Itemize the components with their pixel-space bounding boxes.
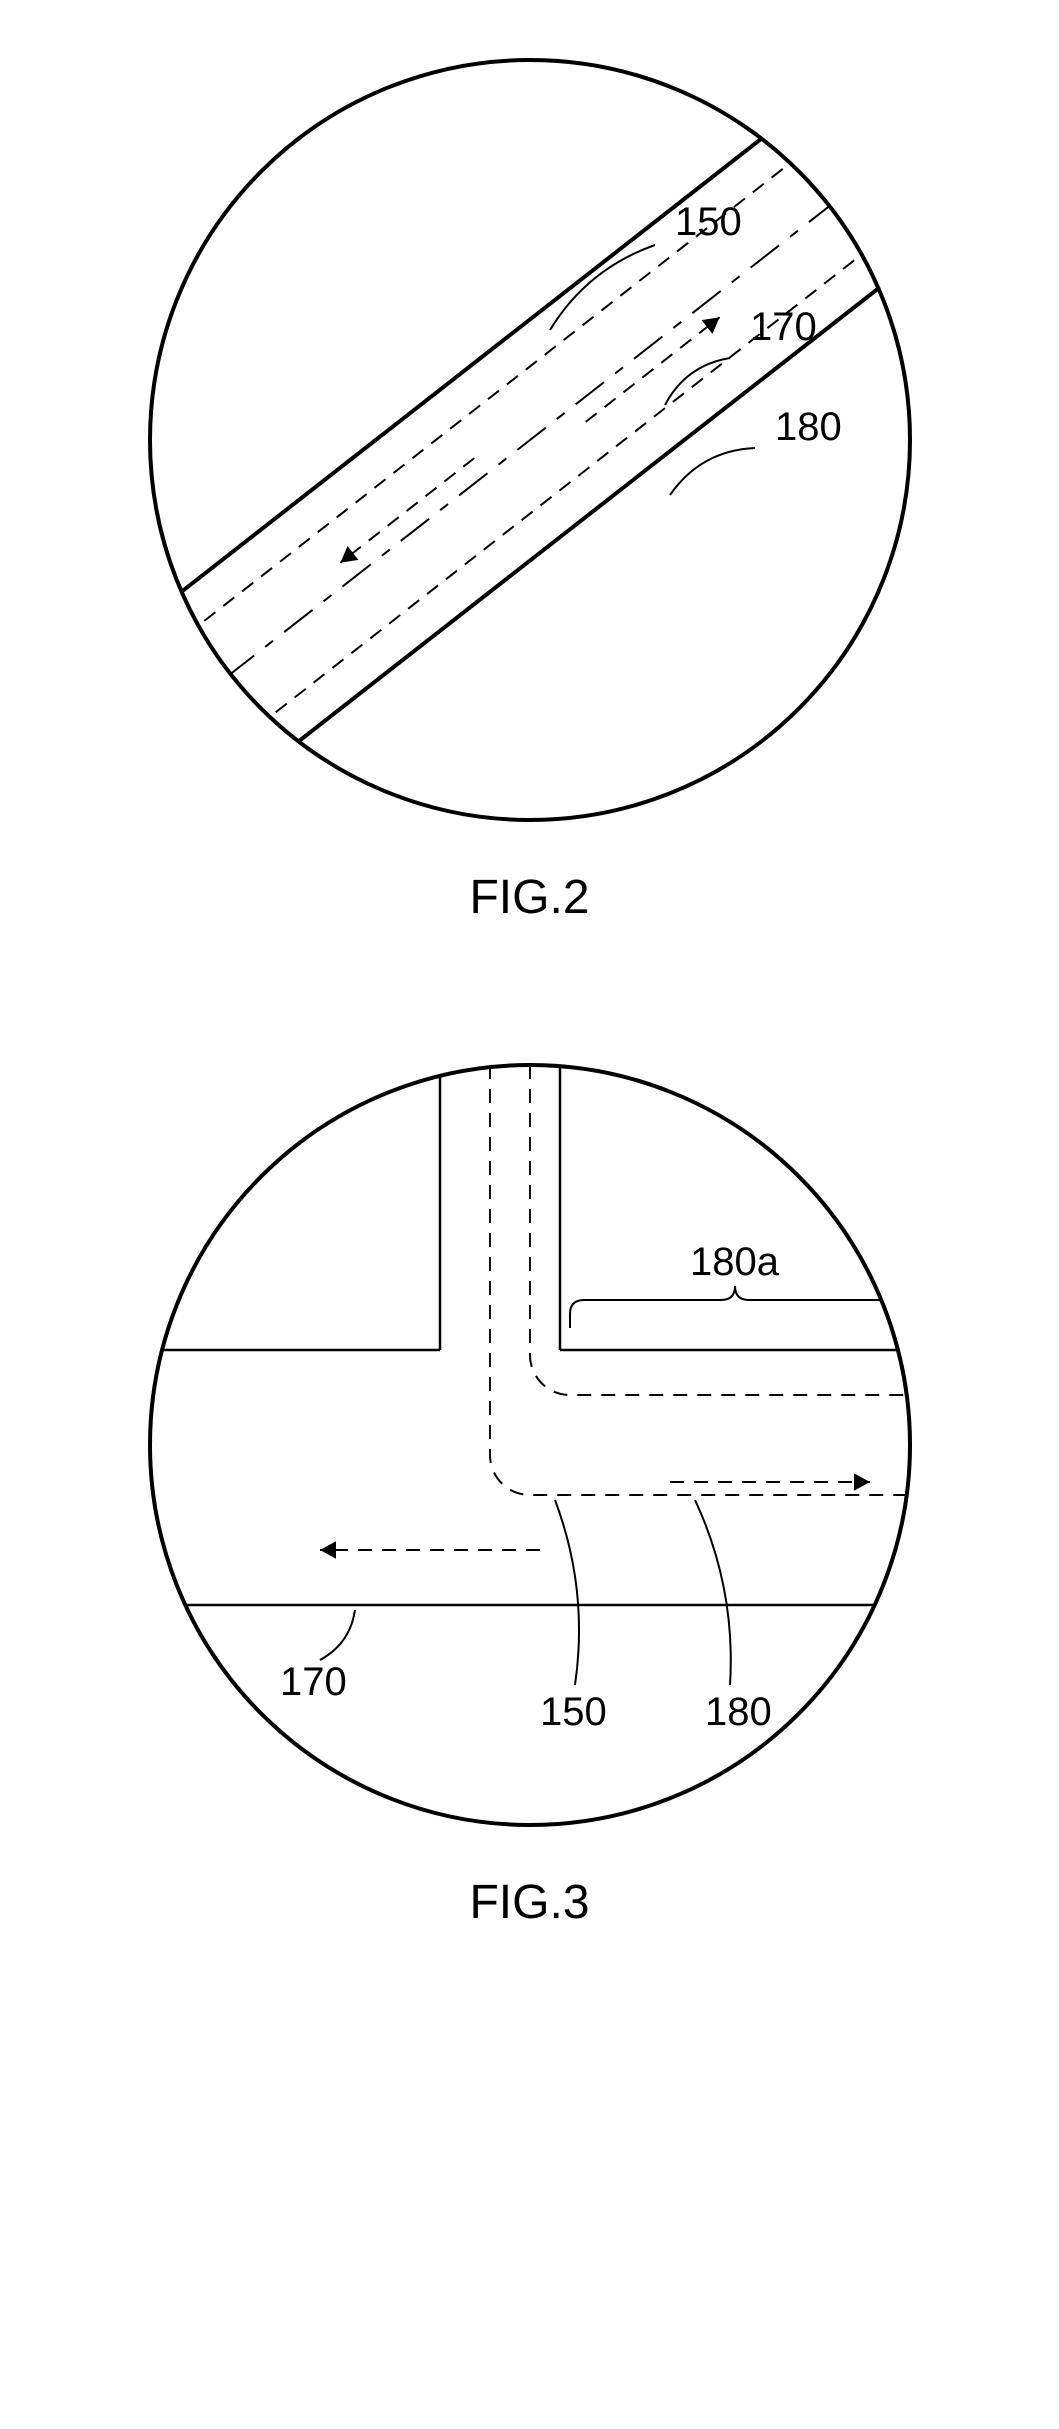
svg-text:180: 180: [705, 1690, 772, 1734]
fig2-caption: FIG.2: [469, 870, 589, 925]
figure-2: 150 170 180 FIG.2: [130, 40, 930, 1045]
svg-text:180a: 180a: [690, 1240, 780, 1284]
figure-3: 180a 170 150 180 FIG.3: [130, 1045, 930, 2050]
svg-text:150: 150: [675, 200, 742, 244]
fig2-svg: 150 170 180: [130, 40, 930, 840]
svg-text:170: 170: [750, 305, 817, 349]
fig3-caption: FIG.3: [469, 1875, 589, 1930]
svg-text:170: 170: [280, 1660, 347, 1704]
svg-text:150: 150: [540, 1690, 607, 1734]
fig3-svg: 180a 170 150 180: [130, 1045, 930, 1845]
svg-text:180: 180: [775, 405, 842, 449]
